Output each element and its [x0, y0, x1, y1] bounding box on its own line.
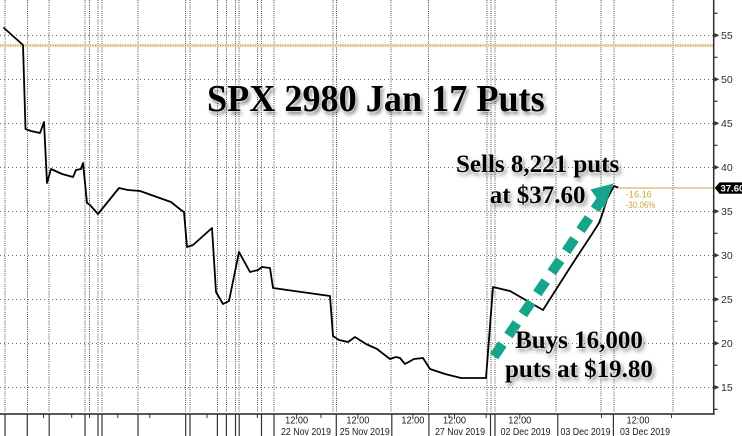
svg-text:30: 30	[721, 250, 733, 262]
svg-text:12:00: 12:00	[508, 416, 531, 427]
svg-text:55: 55	[721, 30, 733, 42]
svg-text:27 Nov 2019: 27 Nov 2019	[435, 427, 485, 436]
svg-text:03 Dec 2019: 03 Dec 2019	[620, 427, 670, 436]
svg-text:50: 50	[721, 74, 733, 86]
svg-text:12:00: 12:00	[401, 416, 424, 427]
svg-text:35: 35	[721, 206, 733, 218]
svg-text:22 Nov 2019: 22 Nov 2019	[281, 427, 331, 436]
svg-text:45: 45	[721, 118, 733, 130]
svg-text:20: 20	[721, 338, 733, 350]
svg-text:25 Nov 2019: 25 Nov 2019	[340, 427, 390, 436]
svg-text:12:00: 12:00	[443, 416, 466, 427]
svg-text:02 Dec 2019: 02 Dec 2019	[501, 427, 551, 436]
svg-text:12:00: 12:00	[346, 416, 369, 427]
svg-text:-16.16: -16.16	[626, 189, 652, 199]
svg-text:37.60: 37.60	[721, 184, 742, 195]
svg-text:-30.06%: -30.06%	[626, 200, 656, 210]
svg-text:15: 15	[721, 382, 733, 394]
svg-text:40: 40	[721, 162, 733, 174]
svg-text:03 Dec 2019: 03 Dec 2019	[561, 427, 611, 436]
svg-text:12:00: 12:00	[285, 416, 308, 427]
svg-text:25: 25	[721, 294, 733, 306]
svg-text:12:00: 12:00	[627, 416, 650, 427]
